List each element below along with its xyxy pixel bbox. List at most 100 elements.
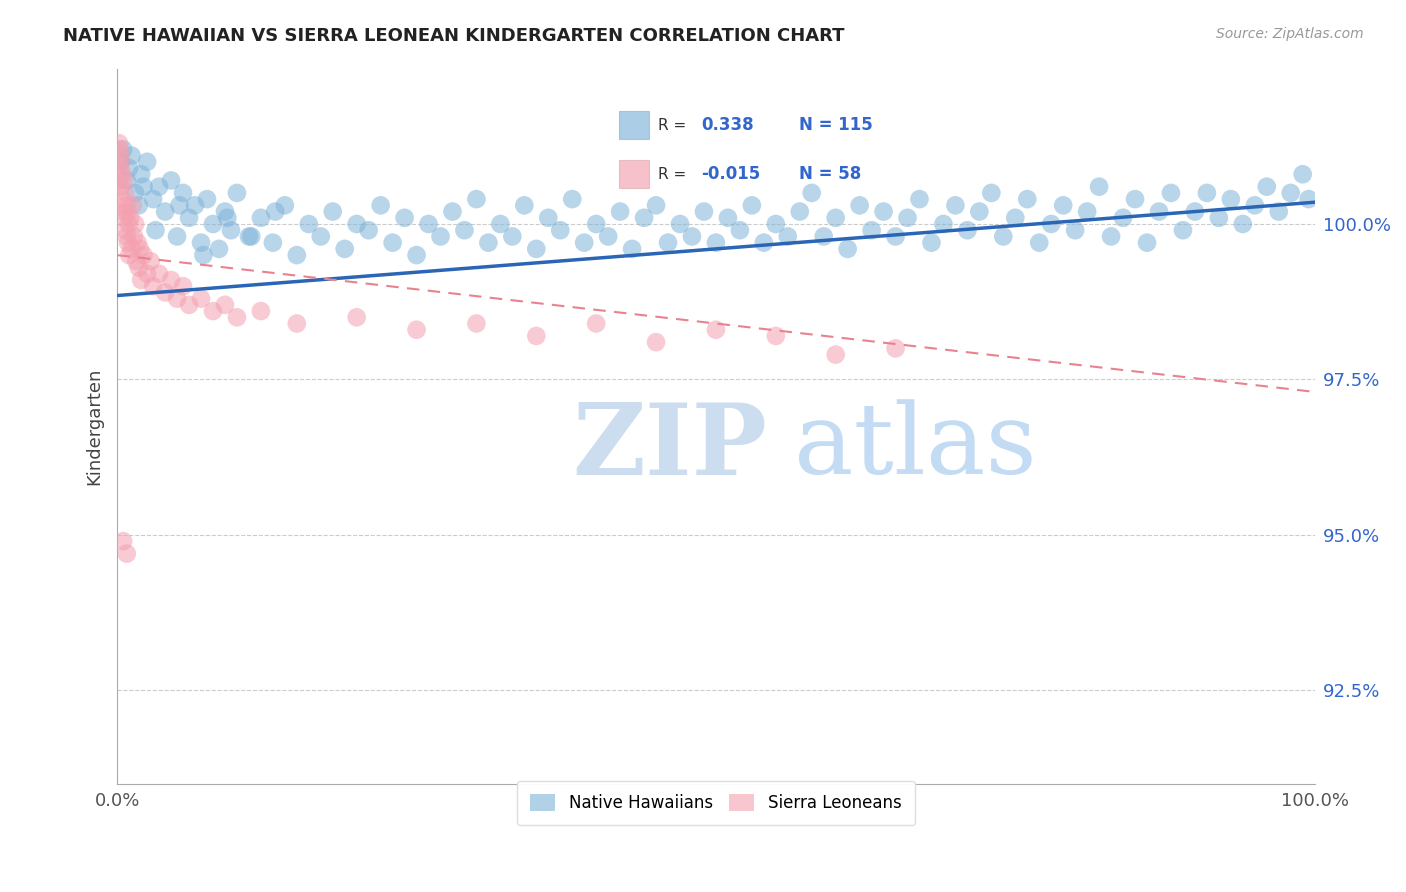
Point: [148, 267, 170, 281]
Point: [609, 204, 631, 219]
Point: [115, 173, 138, 187]
Point: [860, 223, 883, 237]
Point: [884, 342, 907, 356]
Point: [108, 136, 131, 150]
Point: [115, 547, 138, 561]
Point: [166, 292, 188, 306]
Point: [524, 329, 547, 343]
Point: [704, 323, 727, 337]
Point: [322, 204, 344, 219]
Point: [465, 192, 488, 206]
Point: [513, 198, 536, 212]
Point: [717, 211, 740, 225]
Point: [1028, 235, 1050, 250]
Y-axis label: Kindergarten: Kindergarten: [86, 368, 103, 485]
Point: [153, 285, 176, 300]
Text: ZIP: ZIP: [572, 399, 768, 496]
Point: [114, 223, 136, 237]
Point: [118, 248, 141, 262]
Point: [381, 235, 404, 250]
Point: [219, 223, 242, 237]
Point: [741, 198, 763, 212]
Point: [728, 223, 751, 237]
Point: [122, 229, 145, 244]
Point: [285, 248, 308, 262]
Point: [429, 229, 451, 244]
Point: [166, 229, 188, 244]
Point: [1184, 204, 1206, 219]
Point: [238, 229, 260, 244]
Point: [370, 198, 392, 212]
Point: [217, 211, 239, 225]
Point: [274, 198, 297, 212]
Point: [645, 198, 668, 212]
Point: [848, 198, 870, 212]
Point: [561, 192, 583, 206]
Point: [1136, 235, 1159, 250]
Point: [896, 211, 918, 225]
Point: [111, 167, 134, 181]
Point: [129, 167, 152, 181]
Point: [108, 161, 131, 175]
Point: [993, 229, 1015, 244]
Point: [193, 248, 215, 262]
Point: [681, 229, 703, 244]
Point: [537, 211, 560, 225]
Point: [704, 235, 727, 250]
Point: [752, 235, 775, 250]
Point: [125, 254, 148, 268]
Point: [121, 148, 143, 162]
Point: [548, 223, 571, 237]
Point: [872, 204, 894, 219]
Point: [908, 192, 931, 206]
Point: [142, 192, 165, 206]
Point: [309, 229, 332, 244]
Point: [112, 173, 135, 187]
Point: [765, 329, 787, 343]
Point: [837, 242, 859, 256]
Point: [201, 217, 224, 231]
Point: [298, 217, 321, 231]
Point: [177, 211, 200, 225]
Point: [177, 298, 200, 312]
Point: [441, 204, 464, 219]
Point: [108, 142, 131, 156]
Point: [980, 186, 1002, 200]
Point: [1052, 198, 1074, 212]
Point: [115, 198, 138, 212]
Point: [195, 192, 218, 206]
Point: [1219, 192, 1241, 206]
Point: [145, 223, 167, 237]
Point: [621, 242, 644, 256]
Point: [574, 235, 596, 250]
Point: [201, 304, 224, 318]
Point: [128, 260, 150, 275]
Point: [160, 273, 183, 287]
Point: [172, 186, 194, 200]
Point: [148, 179, 170, 194]
Point: [129, 273, 152, 287]
Text: NATIVE HAWAIIAN VS SIERRA LEONEAN KINDERGARTEN CORRELATION CHART: NATIVE HAWAIIAN VS SIERRA LEONEAN KINDER…: [63, 27, 845, 45]
Point: [120, 211, 142, 225]
Point: [110, 179, 132, 194]
Point: [153, 204, 176, 219]
Point: [1064, 223, 1087, 237]
Point: [1088, 179, 1111, 194]
Point: [956, 223, 979, 237]
Legend: Native Hawaiians, Sierra Leoneans: Native Hawaiians, Sierra Leoneans: [517, 780, 915, 825]
Point: [1076, 204, 1098, 219]
Point: [598, 229, 620, 244]
Point: [501, 229, 523, 244]
Point: [969, 204, 991, 219]
Point: [121, 198, 143, 212]
Point: [657, 235, 679, 250]
Point: [789, 204, 811, 219]
Point: [453, 223, 475, 237]
Point: [127, 235, 149, 250]
Point: [1017, 192, 1039, 206]
Point: [1123, 192, 1146, 206]
Point: [112, 211, 135, 225]
Point: [117, 217, 139, 231]
Point: [669, 217, 692, 231]
Point: [945, 198, 967, 212]
